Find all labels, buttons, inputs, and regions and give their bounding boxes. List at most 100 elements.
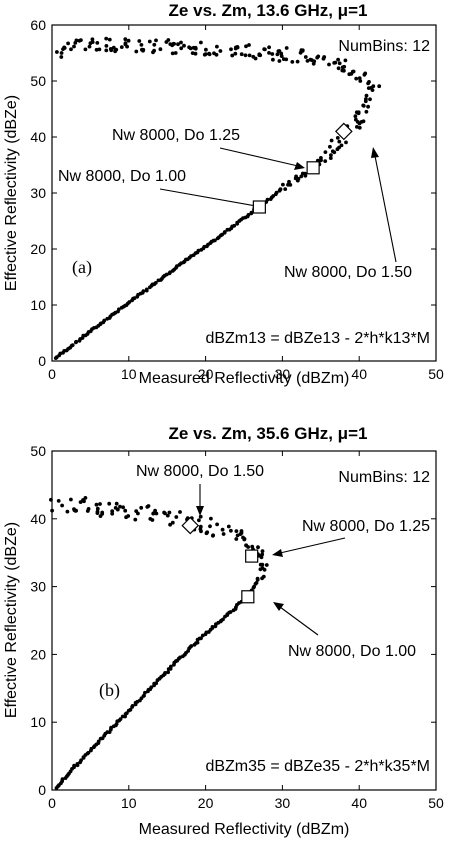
data-point <box>257 52 262 57</box>
data-point <box>154 38 158 43</box>
data-point <box>310 58 314 63</box>
data-point <box>174 515 179 519</box>
data-point <box>75 762 80 766</box>
data-point <box>323 159 328 164</box>
data-point <box>182 43 186 48</box>
x-tick-label: 40 <box>351 795 367 811</box>
data-point <box>163 671 168 675</box>
chart-b-frame <box>51 450 437 791</box>
data-point <box>153 281 158 285</box>
data-point <box>300 171 305 176</box>
data-point <box>253 56 258 61</box>
data-point <box>319 156 323 160</box>
chart-b-numbins: NumBins: 12 <box>338 469 430 486</box>
data-point <box>98 514 103 518</box>
y-tick-label: 10 <box>30 297 46 313</box>
data-point <box>199 636 203 641</box>
data-point <box>179 46 184 51</box>
data-point <box>95 506 100 511</box>
data-point <box>349 72 354 76</box>
data-point <box>154 681 159 686</box>
data-point <box>123 37 128 42</box>
data-point <box>328 144 332 149</box>
chart-a-annot-do150: Nw 8000, Do 1.50 <box>284 264 412 281</box>
x-tick-label: 50 <box>428 795 444 811</box>
chart-a-frame <box>51 24 437 362</box>
data-point <box>127 300 132 304</box>
data-point <box>321 56 326 61</box>
data-point <box>125 44 129 49</box>
y-tick-label: 0 <box>38 782 46 798</box>
data-point <box>133 517 138 522</box>
data-point <box>271 57 275 62</box>
data-point <box>83 47 88 52</box>
data-point <box>188 46 193 51</box>
data-point <box>244 44 248 49</box>
x-tick-label: 50 <box>428 366 444 382</box>
data-point <box>337 61 342 66</box>
data-point <box>128 707 133 712</box>
data-point <box>172 42 177 46</box>
data-point <box>168 522 173 527</box>
data-point <box>343 58 348 63</box>
data-point <box>364 93 369 98</box>
data-point <box>95 41 100 45</box>
data-point <box>336 66 341 71</box>
data-point <box>170 51 175 56</box>
data-point <box>260 562 265 567</box>
data-point <box>230 53 235 58</box>
data-point <box>169 664 173 669</box>
data-point <box>109 48 114 53</box>
data-point <box>246 213 251 217</box>
data-point <box>208 524 212 529</box>
data-point <box>162 510 167 515</box>
data-point <box>361 119 366 124</box>
chart-a-annot-do100: Nw 8000, Do 1.00 <box>58 168 186 185</box>
data-point <box>114 501 119 506</box>
data-point <box>356 110 361 115</box>
data-point <box>329 138 334 143</box>
data-point <box>104 36 109 41</box>
data-point <box>77 38 82 43</box>
data-point <box>233 51 238 56</box>
data-point <box>140 47 144 52</box>
data-point <box>94 502 99 507</box>
x-tick-label: 10 <box>121 795 137 811</box>
data-point <box>136 511 140 516</box>
data-point <box>118 504 122 509</box>
data-point <box>90 37 95 42</box>
data-point <box>78 500 83 504</box>
data-point <box>59 51 64 55</box>
y-tick-label: 40 <box>30 511 46 527</box>
data-point <box>267 45 271 50</box>
chart-a-ylabel: Effective Reflectivity (dBZe) <box>3 95 20 291</box>
x-tick-label: 20 <box>198 795 214 811</box>
data-point <box>260 549 265 553</box>
chart-b-title: Ze vs. Zm, 35.6 GHz, μ=1 <box>169 424 368 443</box>
data-point <box>357 76 362 80</box>
data-point <box>62 46 67 50</box>
data-point <box>152 48 157 53</box>
data-point <box>371 84 376 89</box>
data-point <box>336 57 340 62</box>
data-point <box>215 44 219 49</box>
data-point <box>281 182 285 187</box>
data-point <box>210 625 215 629</box>
data-point <box>158 47 163 52</box>
data-point <box>88 41 93 46</box>
data-point <box>83 496 88 500</box>
data-point <box>221 617 225 622</box>
data-point <box>342 68 346 73</box>
data-point <box>366 104 370 109</box>
data-point <box>212 51 216 56</box>
chart-b-arrow-do100 <box>279 606 319 636</box>
data-point <box>357 125 362 130</box>
y-tick-label: 50 <box>30 443 46 459</box>
y-tick-label: 20 <box>30 241 46 257</box>
data-point <box>363 71 368 76</box>
data-point <box>262 47 267 51</box>
data-point <box>284 57 289 62</box>
data-point <box>166 670 171 675</box>
chart-b-panel-label: (b) <box>99 680 120 701</box>
data-point <box>168 42 173 46</box>
